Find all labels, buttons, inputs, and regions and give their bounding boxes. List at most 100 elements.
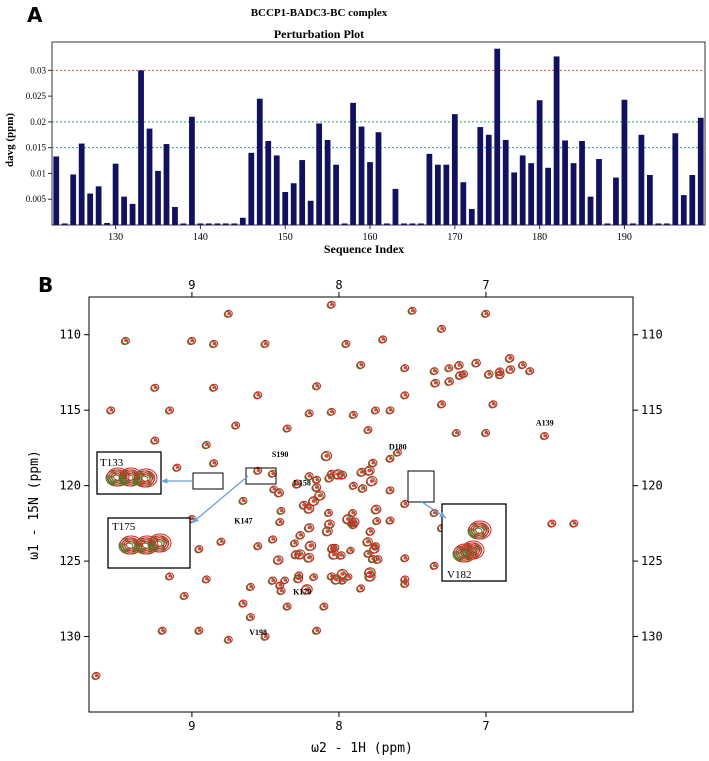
peak-core (197, 547, 201, 551)
peak-core (366, 540, 370, 544)
peak-contour-green (275, 519, 283, 527)
peak-core (498, 370, 502, 374)
peak-contour-green (385, 487, 393, 495)
peak-contour-green (304, 473, 313, 481)
peak-contour-red (330, 543, 340, 552)
peak-contour-green (481, 310, 489, 318)
peak-core (307, 525, 312, 530)
peak-core (335, 472, 341, 477)
peak-core (352, 484, 356, 488)
peak-core (367, 468, 372, 473)
peak-contour-red (294, 571, 304, 580)
bar (248, 152, 255, 225)
bar (562, 140, 568, 225)
peak-core (153, 438, 157, 442)
peak (336, 568, 348, 580)
peak (150, 436, 160, 445)
bar (511, 172, 518, 225)
peak-core (340, 572, 345, 576)
peak-core (388, 408, 393, 412)
peak-contour-green (289, 540, 298, 548)
bar (697, 117, 704, 225)
bar (231, 223, 238, 225)
bar (282, 192, 289, 225)
bar (121, 196, 127, 225)
peak (253, 542, 263, 551)
bar (316, 123, 323, 225)
peak-core (374, 507, 379, 512)
peak-contour-green (429, 368, 438, 376)
peak-core (234, 423, 238, 427)
peak-contour-green (253, 392, 261, 400)
peak (253, 466, 263, 475)
peak (326, 300, 336, 309)
peak-contour-green (238, 497, 246, 506)
bar (646, 174, 653, 225)
peak (231, 421, 241, 430)
peak (164, 406, 175, 415)
peak-core (329, 410, 334, 414)
x-tick-label-bottom: 7 (482, 719, 489, 733)
peak (365, 527, 376, 536)
peak-contour-green (216, 538, 224, 546)
peak-core (487, 372, 491, 376)
bar (375, 132, 382, 225)
y-tick-label-right: 130 (641, 630, 663, 644)
bar (78, 143, 85, 225)
peak-core (381, 337, 385, 341)
peak (294, 549, 306, 560)
peak (280, 576, 289, 585)
chart-a-ylabel: davg (ppm) (4, 113, 16, 167)
inset: T133 (96, 451, 224, 495)
peak (483, 370, 494, 379)
peak-contour-red (165, 572, 175, 581)
peak-core (219, 540, 223, 543)
peak-core (263, 635, 268, 638)
peak (157, 626, 167, 635)
peak (494, 367, 505, 377)
peak-contour-red (305, 409, 314, 418)
peak-annotation: K170 (293, 587, 311, 596)
peak-contour-green (269, 486, 277, 494)
peak-core (550, 521, 554, 525)
peak-contour-green (362, 538, 372, 547)
peak-contour-red (209, 459, 219, 467)
bar (350, 102, 356, 225)
peak-core (307, 474, 312, 478)
peak-contour-green (267, 536, 276, 544)
peak (276, 586, 286, 596)
peak-contour-green (276, 508, 284, 515)
peak-core (388, 457, 393, 460)
chart-b-ticks: 9 9 8 8 7 7 110 110 115 115 120 120 125 125 130 130 (59, 278, 662, 733)
peak-contour-green (294, 572, 302, 580)
peak-contour-red (224, 635, 233, 644)
bar (112, 163, 119, 225)
peak (295, 531, 305, 540)
bar (680, 195, 687, 225)
peak-contour-green (392, 449, 401, 457)
peak-contour-red (400, 391, 410, 399)
peak-core (249, 615, 253, 619)
peak-contour-red (373, 555, 383, 564)
bar (528, 163, 535, 225)
peak-contour-red (437, 400, 447, 408)
peak-contour-green (356, 362, 364, 370)
peak-core (256, 469, 260, 472)
peak (385, 486, 395, 495)
peak-core (403, 502, 407, 506)
bar (434, 164, 441, 225)
arrow-head (192, 516, 199, 523)
bar (163, 144, 170, 225)
inset-contour-green (139, 475, 149, 483)
bar (367, 162, 373, 225)
peak-core (327, 522, 332, 526)
peak-core (212, 342, 216, 346)
peak (453, 361, 464, 370)
peak-contour-green (293, 575, 302, 584)
chart-b-annotations: A139 S190 D180 L158 K147 K170 V198 (234, 418, 553, 637)
peak-contour-red (268, 576, 278, 585)
peak-contour-red (356, 584, 366, 593)
peak-contour-red (327, 407, 336, 416)
peak-contour-red (327, 300, 336, 309)
arrow-line (191, 475, 249, 524)
